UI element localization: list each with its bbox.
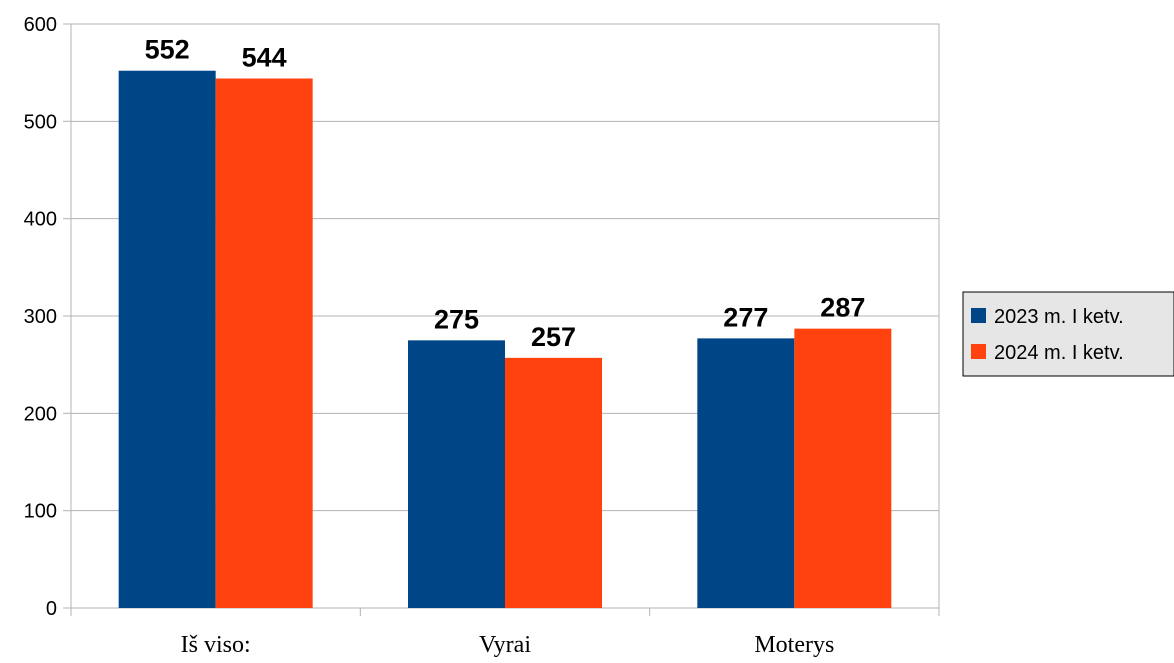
y-tick-label: 100 bbox=[24, 501, 57, 523]
x-tick-label: Moterys bbox=[754, 632, 834, 658]
data-label: 257 bbox=[531, 322, 576, 352]
legend: 2023 m. I ketv. 2024 m. I ketv. bbox=[962, 291, 1174, 377]
x-tick-label: Vyrai bbox=[479, 632, 531, 658]
data-label: 552 bbox=[145, 35, 190, 65]
legend-swatch-2023 bbox=[971, 308, 986, 323]
y-tick-label: 400 bbox=[24, 209, 57, 231]
y-tick-label: 0 bbox=[46, 598, 57, 620]
data-labels: 552 544 275 257 277 287 bbox=[145, 35, 866, 352]
y-tick-label: 500 bbox=[24, 111, 57, 133]
data-label: 277 bbox=[723, 302, 768, 332]
data-label: 544 bbox=[242, 43, 287, 73]
legend-box bbox=[962, 291, 1174, 377]
legend-swatch-2024 bbox=[971, 344, 986, 359]
data-label: 287 bbox=[820, 293, 865, 323]
data-label: 275 bbox=[434, 304, 479, 334]
legend-label-2023: 2023 m. I ketv. bbox=[994, 306, 1124, 328]
y-tick-label: 200 bbox=[24, 403, 57, 425]
bar-0-2 bbox=[697, 338, 795, 608]
legend-label-2024: 2024 m. I ketv. bbox=[994, 342, 1124, 364]
bar-0-1 bbox=[408, 340, 505, 608]
y-tick-label: 300 bbox=[24, 306, 57, 328]
axes: 0 100 200 300 400 500 600 Iš viso: Vyrai Moterys bbox=[24, 14, 940, 658]
bar-1-2 bbox=[794, 328, 892, 608]
x-tick-label: Iš viso: bbox=[181, 632, 251, 658]
bars bbox=[118, 70, 892, 609]
bar-1-0 bbox=[215, 78, 313, 609]
bar-1-1 bbox=[505, 357, 602, 608]
y-tick-label: 600 bbox=[24, 14, 57, 36]
bar-0-0 bbox=[118, 70, 216, 609]
